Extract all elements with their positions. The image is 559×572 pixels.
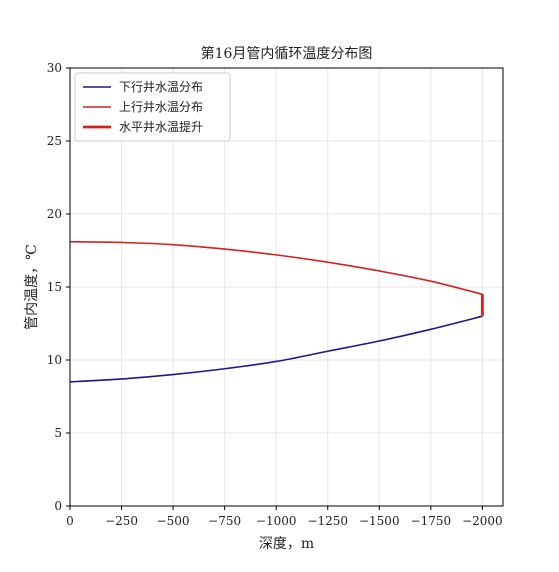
grid-layer <box>69 67 503 507</box>
series-line-0 <box>69 315 483 383</box>
series-layer <box>69 240 484 383</box>
x-tick-label: −750 <box>208 514 241 528</box>
y-tick-label: 5 <box>54 426 62 440</box>
tick-layer: 0 −250 −500 −750 −1000 −1250 −1500 −1750 −2000 0 5… <box>47 61 503 528</box>
x-tick-label: −1000 <box>256 514 297 528</box>
x-tick-label: −250 <box>105 514 138 528</box>
legend-box <box>74 72 231 142</box>
legend-label: 水平井水温提升 <box>119 119 203 134</box>
x-axis-title: 深度，m <box>259 536 314 552</box>
legend-label: 上行井水温分布 <box>119 100 203 114</box>
y-tick-label: 0 <box>54 499 62 513</box>
y-tick-label: 25 <box>47 134 62 148</box>
series-line-1 <box>69 240 483 296</box>
x-tick-label: −1500 <box>359 514 400 528</box>
legend-label: 下行井水温分布 <box>119 80 203 94</box>
y-tick-label: 30 <box>47 61 62 75</box>
x-tick-label: −2000 <box>462 514 503 528</box>
x-tick-label: 0 <box>66 514 74 528</box>
chart-title: 第16月管内循环温度分布图 <box>201 45 373 62</box>
y-tick-label: 20 <box>47 207 62 221</box>
y-tick-label: 10 <box>47 353 62 367</box>
x-tick-label: −1750 <box>411 514 452 528</box>
x-tick-label: −1250 <box>307 514 348 528</box>
y-tick-label: 15 <box>47 280 62 294</box>
x-tick-label: −500 <box>157 514 190 528</box>
y-axis-title: 管内温度，℃ <box>24 244 40 330</box>
